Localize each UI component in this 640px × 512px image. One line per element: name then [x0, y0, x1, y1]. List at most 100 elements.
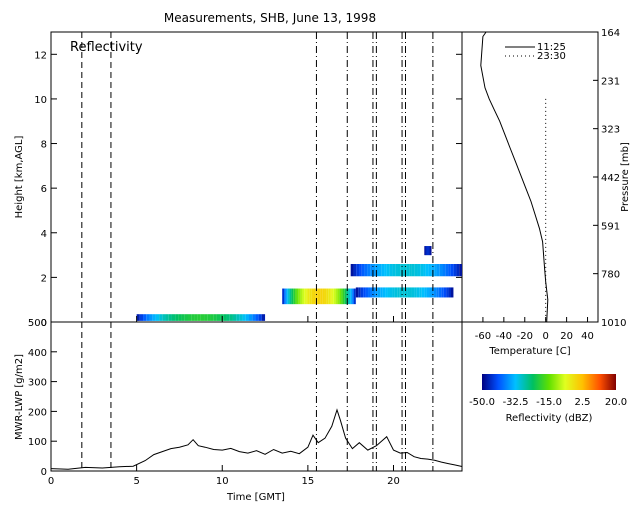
lwp-tick-label: 0 [41, 467, 47, 478]
reflectivity-cell [431, 287, 434, 298]
time-tick-label: 0 [48, 476, 54, 487]
height-tick-label: 2 [41, 273, 47, 284]
reflectivity-cell [200, 314, 205, 321]
lwp-line [50, 408, 463, 470]
reflectivity-cell [236, 314, 240, 321]
figure-title: Measurements, SHB, June 13, 1998 [164, 11, 376, 25]
reflectivity-cell [226, 314, 230, 321]
reflectivity-cell [378, 264, 382, 277]
time-tick-label: 10 [216, 476, 229, 487]
ylabel-height: Height [km,AGL] [14, 136, 25, 219]
reflectivity-cell [443, 287, 447, 298]
reflectivity-cell [220, 314, 224, 321]
reflectivity-cell [245, 314, 250, 321]
reflectivity-cell [450, 264, 454, 277]
reflectivity-cell [450, 287, 454, 298]
reflectivity-cell [289, 288, 292, 305]
reflectivity-cell [360, 287, 364, 298]
colorbar-tick-label: -50.0 [469, 397, 495, 408]
reflectivity-cell [223, 314, 227, 321]
reflectivity-cell [293, 288, 296, 305]
reflectivity-cell [188, 314, 192, 321]
reflectivity-cell [213, 314, 217, 321]
reflectivity-cell [434, 264, 437, 277]
time-tick-label: 20 [387, 476, 400, 487]
reflectivity-cell [439, 264, 443, 277]
reflectivity-cell [242, 314, 246, 321]
reflectivity-cell [328, 288, 331, 305]
reflectivity-cell [146, 314, 150, 321]
temp-tick-label: -60 [475, 331, 491, 342]
reflectivity-cell [442, 264, 446, 277]
colorbar-tick-label: -32.5 [503, 397, 529, 408]
colorbar-tick-label: 2.5 [575, 397, 591, 408]
reflectivity-cell [414, 287, 417, 298]
reflectivity-cell [407, 287, 410, 298]
reflectivity-cell [363, 287, 366, 298]
sounding-series [480, 31, 549, 323]
reflectivity-cell [411, 264, 415, 277]
reflectivity-cell [372, 287, 376, 298]
reflectivity-cell [404, 287, 408, 298]
pressure-tick-label: 591 [601, 221, 620, 232]
reflectivity-cell [139, 314, 144, 321]
reflectivity-cell [258, 314, 262, 321]
reflectivity-cell [399, 287, 403, 298]
reflectivity-cell [409, 264, 412, 277]
reflectivity-cell [436, 264, 440, 277]
reflectivity-cell [342, 288, 345, 305]
reflectivity-cell [406, 264, 410, 277]
reflectivity-cell [356, 264, 360, 277]
reflectivity-cell [249, 314, 253, 321]
reflectivity-cell [416, 287, 420, 298]
lwp-tick-label: 100 [28, 437, 47, 448]
reflectivity-cell [306, 288, 308, 305]
legend-label-1125: 11:25 [537, 42, 566, 53]
reflectivity-cell [421, 287, 425, 298]
height-tick-label: 0 [41, 318, 47, 329]
reflectivity-cell [313, 288, 316, 305]
reflectivity-cell [331, 288, 334, 305]
reflectivity-cell [307, 288, 310, 305]
reflectivity-cell [232, 314, 237, 321]
reflectivity-cell [364, 264, 368, 277]
reflectivity-cell [431, 246, 432, 256]
reflectivity-cell [346, 288, 349, 305]
reflectivity-cell [425, 264, 429, 277]
reflectivity-cell [315, 288, 318, 305]
reflectivity-cell [159, 314, 163, 321]
reflectivity-cell [375, 287, 378, 298]
reflectivity-cell [344, 288, 347, 305]
reflectivity-cell [165, 314, 169, 321]
reflectivity-cell [341, 288, 343, 305]
reflectivity-cell [333, 288, 336, 305]
reflectivity-cell [414, 264, 418, 277]
reflectivity-cell [191, 314, 195, 321]
height-tick-label: 12 [34, 50, 47, 61]
reflectivity-cell [229, 314, 233, 321]
reflectivity-cell [216, 314, 221, 321]
panel-label-reflectivity: Reflectivity [70, 40, 143, 55]
reflectivity-cell [445, 264, 449, 277]
reflectivity-cell [162, 314, 166, 321]
reflectivity-cell [426, 287, 430, 298]
pressure-tick-label: 231 [601, 76, 620, 87]
reflectivity-cell [143, 314, 147, 321]
reflectivity-cell [152, 314, 156, 321]
lwp-tick-label: 400 [28, 348, 47, 359]
reflectivity-cell [446, 287, 449, 298]
reflectivity-cell [284, 288, 286, 305]
reflectivity-cell [282, 288, 285, 305]
reflectivity-cell [375, 264, 379, 277]
reflectivity-cell [296, 288, 299, 305]
sounding-line-1125 [480, 31, 549, 323]
reflectivity-cell [456, 264, 460, 277]
reflectivity-cell [171, 314, 176, 321]
time-tick-label: 15 [302, 476, 315, 487]
reflectivity-cell [285, 288, 288, 305]
reflectivity-cell [392, 264, 396, 277]
height-tick-label: 8 [41, 140, 47, 151]
reflectivity-cell [291, 288, 294, 305]
reflectivity-cell [326, 288, 329, 305]
colorbar-tick-label: 20.0 [605, 397, 627, 408]
